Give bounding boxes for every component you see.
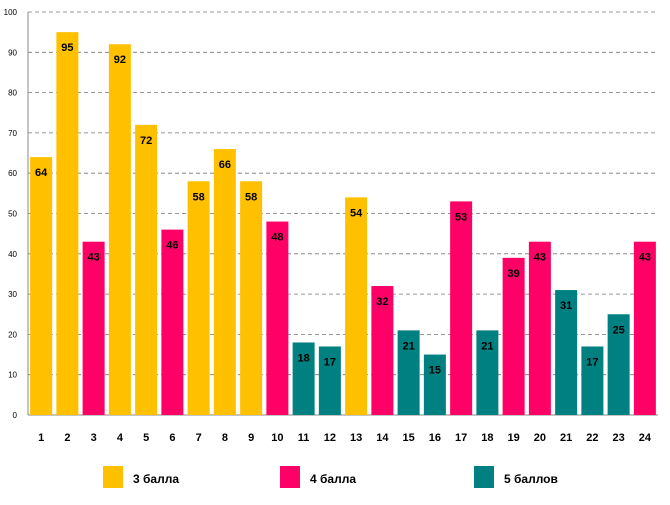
y-tick-label: 50 [8, 210, 17, 219]
x-tick-label: 20 [534, 432, 546, 444]
bar [240, 181, 263, 415]
x-tick-label: 16 [429, 432, 441, 444]
x-tick-label: 10 [271, 432, 283, 444]
bar-value-label: 46 [166, 240, 178, 252]
bar-value-label: 43 [639, 252, 651, 264]
x-axis-ticks: 1 2 3 4 5 6 7 8 9 10 11 12 13 14 15 16 17 18 19 20 21 22 23 24 [38, 432, 652, 444]
bar-value-label: 25 [613, 324, 625, 336]
bar [528, 241, 551, 415]
bar-value-label: 72 [140, 135, 152, 147]
bar-value-label: 64 [35, 167, 48, 179]
legend-swatch [103, 466, 123, 488]
x-tick-label: 22 [586, 432, 598, 444]
legend: 3 балла 4 балла 5 баллов [103, 466, 558, 488]
bar [581, 346, 604, 415]
bar [633, 241, 656, 415]
x-tick-label: 6 [169, 432, 175, 444]
x-tick-label: 2 [64, 432, 70, 444]
x-tick-label: 17 [455, 432, 467, 444]
legend-label: 3 балла [133, 472, 179, 486]
legend-label: 4 балла [310, 472, 356, 486]
bars [30, 32, 656, 416]
bar [161, 229, 184, 415]
y-axis-ticks: 0 10 20 30 40 50 60 70 80 90 100 [4, 8, 18, 420]
bar [345, 197, 368, 415]
y-tick-label: 40 [8, 250, 17, 259]
legend-label: 5 баллов [504, 472, 558, 486]
bar-value-label: 58 [245, 191, 257, 203]
x-tick-label: 21 [560, 432, 572, 444]
x-tick-label: 8 [222, 432, 228, 444]
y-tick-label: 10 [8, 371, 17, 380]
x-tick-label: 7 [196, 432, 202, 444]
bar [476, 330, 499, 415]
x-tick-label: 9 [248, 432, 254, 444]
y-tick-label: 30 [8, 290, 17, 299]
bar-value-label: 58 [193, 191, 205, 203]
y-tick-label: 20 [8, 330, 17, 339]
grid-layer [27, 11, 658, 416]
bar [30, 157, 53, 415]
bar [450, 201, 473, 415]
bar [135, 124, 158, 415]
bar-value-label: 48 [271, 232, 283, 244]
legend-swatch [280, 466, 300, 488]
bar-value-label: 18 [298, 352, 310, 364]
bar [607, 314, 630, 415]
x-tick-label: 24 [639, 432, 652, 444]
y-tick-label: 100 [4, 8, 18, 17]
x-tick-label: 11 [298, 432, 310, 444]
bar [318, 346, 341, 415]
x-tick-label: 19 [508, 432, 520, 444]
bar [187, 181, 210, 415]
bar-value-label: 31 [560, 300, 572, 312]
bar-value-label: 17 [324, 356, 336, 368]
bar [397, 330, 420, 415]
x-tick-label: 12 [324, 432, 336, 444]
x-tick-label: 5 [143, 432, 149, 444]
y-tick-label: 60 [8, 169, 17, 178]
y-tick-label: 80 [8, 89, 17, 98]
bar-value-label: 43 [534, 252, 546, 264]
bar [502, 257, 525, 415]
bar [56, 32, 79, 416]
data-labels: 64 95 43 92 72 46 58 66 58 48 18 17 54 32 21 15 53 21 39 43… [35, 42, 651, 376]
bar [82, 241, 105, 415]
bar-value-label: 15 [429, 365, 441, 377]
bar-value-label: 66 [219, 159, 231, 171]
bar [423, 354, 446, 415]
bar-value-label: 32 [376, 296, 388, 308]
x-tick-label: 14 [376, 432, 389, 444]
x-tick-label: 15 [403, 432, 415, 444]
bar [371, 286, 394, 415]
y-tick-label: 90 [8, 48, 17, 57]
x-tick-label: 4 [117, 432, 124, 444]
bar-value-label: 43 [88, 252, 100, 264]
bar-value-label: 54 [350, 207, 363, 219]
y-tick-label: 70 [8, 129, 17, 138]
bar-value-label: 21 [481, 340, 493, 352]
bar [555, 290, 578, 415]
bar-value-label: 39 [508, 268, 520, 280]
bar [292, 342, 315, 415]
bar-value-label: 21 [403, 340, 415, 352]
y-tick-label: 0 [13, 411, 18, 420]
legend-swatch [474, 466, 494, 488]
x-tick-label: 23 [613, 432, 625, 444]
bar-value-label: 92 [114, 54, 126, 66]
x-tick-label: 1 [38, 432, 44, 444]
bar [266, 221, 289, 415]
bar-value-label: 17 [586, 356, 598, 368]
x-tick-label: 3 [91, 432, 97, 444]
bar [108, 44, 131, 416]
bar-value-label: 53 [455, 211, 467, 223]
bar-value-label: 95 [61, 42, 73, 54]
bar [213, 149, 236, 415]
x-tick-label: 18 [481, 432, 493, 444]
x-tick-label: 13 [350, 432, 362, 444]
